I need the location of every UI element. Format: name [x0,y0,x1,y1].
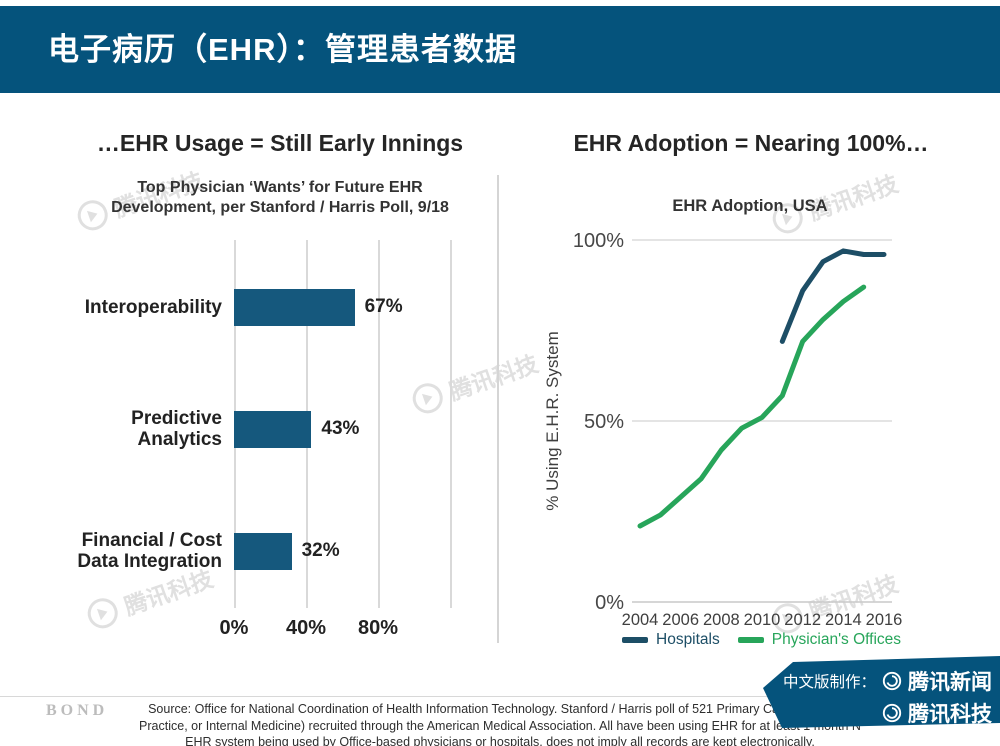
bar [234,288,355,326]
tencent-news-label: 腾讯新闻 [908,671,992,694]
panel-divider [497,175,499,643]
grid-line [378,240,380,608]
right-chart-title: EHR Adoption = Nearing 100%… [573,130,929,156]
x-axis-tick: 2012 [784,611,821,629]
tencent-tech-icon [882,703,902,723]
bar-category-label: Financial / Cost Data Integration [77,530,222,572]
x-axis-tick: 80% [357,617,399,639]
ribbon-label: 中文版制作： [782,674,876,691]
x-axis-tick: 0% [219,617,249,639]
bar-category-label: Predictive Analytics [131,408,222,450]
legend-label: Physician's Offices [771,631,902,648]
bar-category-label: Interoperability [84,296,222,318]
x-axis-tick: 2004 [622,611,659,629]
x-axis-tick: 2006 [662,611,699,629]
footer-divider [0,696,1000,697]
x-axis-tick: 2014 [825,611,862,629]
bar [234,410,312,448]
source-note: Source: Office for National Coordination… [139,702,861,746]
series-line-physician-s-offices [637,284,867,529]
bar [234,532,292,570]
chart-legend: Hospitals Physician's Offices [622,631,901,649]
x-axis-tick: 2008 [703,611,740,629]
legend-swatch [622,637,648,643]
right-chart-subtitle: EHR Adoption, USA [672,197,828,215]
header-bar: 电子病历（EHR）：管理患者数据 [0,6,1000,93]
series-line-hospitals [779,248,887,344]
tencent-tech-label: 腾讯科技 [908,703,992,726]
left-chart-subtitle: Top Physician ‘Wants’ for Future EHR Dev… [111,179,449,216]
x-axis-tick: 2016 [866,611,903,629]
y-axis-tick: 0% [595,592,624,614]
legend-item: Hospitals [622,631,720,649]
tencent-ribbon: 中文版制作： 腾讯新闻 腾讯科技 [763,656,1000,728]
page-title: 电子病历（EHR）：管理患者数据 [48,32,517,67]
grid-line [450,240,452,608]
x-axis-tick: 40% [285,617,327,639]
y-axis-tick: 100% [573,230,624,252]
legend-item: Physician's Offices [737,631,902,649]
ribbon-row-1: 中文版制作： 腾讯新闻 [783,666,992,696]
legend-swatch [737,637,764,643]
y-axis-tick: 50% [584,411,624,433]
bar-value-label: 67% [364,296,403,317]
bar-value-label: 43% [321,418,360,439]
x-axis-tick: 2010 [744,611,781,629]
tencent-news-icon [882,671,902,691]
ribbon-row-2: 腾讯科技 [882,698,992,728]
y-axis-label: % Using E.H.R. System [543,331,562,511]
left-chart-title: …EHR Usage = Still Early Innings [96,130,464,156]
bar-value-label: 32% [301,540,340,561]
legend-label: Hospitals [656,631,720,648]
bond-logo: BOND [46,702,109,719]
